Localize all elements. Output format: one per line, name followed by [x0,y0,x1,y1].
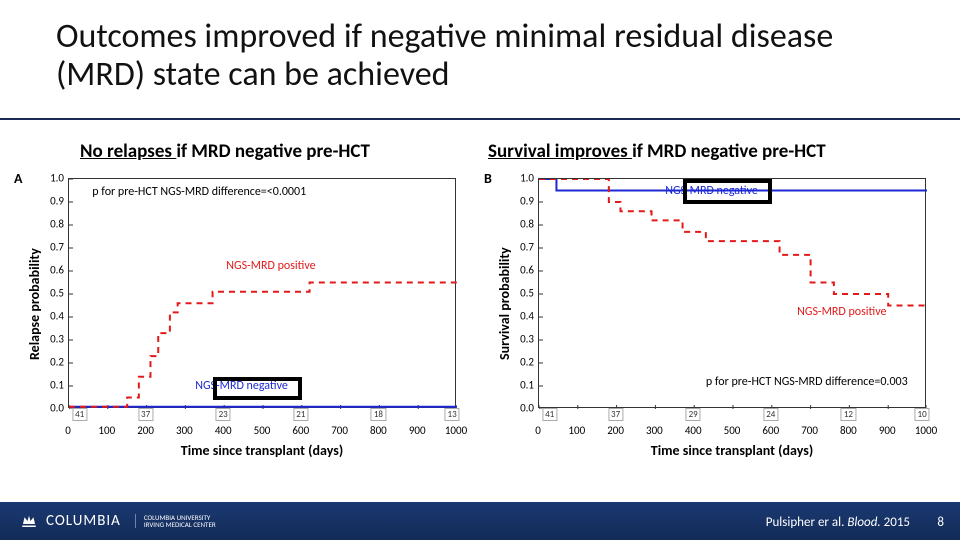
panel-b-at-risk: 413729241210 [538,408,926,422]
panel-b-yticks: 0.00.10.20.30.40.50.60.70.80.91.0 [510,178,536,408]
citation-year: 2015 [881,515,910,530]
footer-logo: COLUMBIA COLUMBIA UNIVERSITY IRVING MEDI… [20,512,216,530]
citation-journal: Blood. [847,515,880,530]
panel-a-plot: p for pre-HCT NGS-MRD difference=<0.0001… [68,178,456,408]
footer-logo-text: COLUMBIA [46,512,121,530]
panel-b-xlabel: Time since transplant (days) [538,442,926,459]
subtitle-panel-b: Survival improves if MRD negative pre-HC… [488,140,826,163]
subtitle-a-underlined: No relapses [80,140,176,163]
panel-a-svg [69,179,457,409]
subtitle-b-underlined: Survival improves [488,140,632,163]
footer: COLUMBIA COLUMBIA UNIVERSITY IRVING MEDI… [0,502,960,540]
title-underline [0,118,960,120]
panel-a-xlabel: Time since transplant (days) [68,442,456,459]
footer-logo-sub: COLUMBIA UNIVERSITY IRVING MEDICAL CENTE… [135,514,216,529]
panel-b-xticks: 01002003004005006007008009001000 [538,424,926,440]
slide-title: Outcomes improved if negative minimal re… [56,18,906,94]
subtitle-b-rest: if MRD negative pre-HCT [632,140,826,163]
panel-b-pvalue: p for pre-HCT NGS-MRD difference=0.003 [706,375,908,389]
panel-b-letter: B [484,170,492,187]
footer-logo-sub2: IRVING MEDICAL CENTER [144,521,216,528]
subtitle-a-rest: if MRD negative pre-HCT [176,140,370,163]
panel-a-letter: A [14,170,22,187]
panel-a: A Relapse probability p for pre-HCT NGS-… [14,170,474,470]
footer-citation: Pulsipher er al. Blood. 2015 [766,515,910,530]
panel-b: B Survival probability p for pre-HCT NGS… [484,170,944,470]
panel-a-at-risk: 413723211813 [68,408,456,422]
panel-a-highlight-box [213,377,302,400]
footer-page-number: 8 [937,515,944,530]
panel-b-plot: p for pre-HCT NGS-MRD difference=0.003 N… [538,178,926,408]
panel-b-positive-label: NGS-MRD positive [797,305,886,319]
panel-a-positive-label: NGS-MRD positive [226,259,315,273]
slide: Outcomes improved if negative minimal re… [0,0,960,540]
crown-icon [20,512,38,530]
panel-a-xticks: 01002003004005006007008009001000 [68,424,456,440]
panel-a-pvalue: p for pre-HCT NGS-MRD difference=<0.0001 [92,185,306,199]
panel-b-highlight-box [683,179,772,204]
citation-author: Pulsipher er al. [766,515,848,530]
subtitle-panel-a: No relapses if MRD negative pre-HCT [80,140,370,163]
panel-a-yticks: 0.00.10.20.30.40.50.60.70.80.91.0 [40,178,66,408]
